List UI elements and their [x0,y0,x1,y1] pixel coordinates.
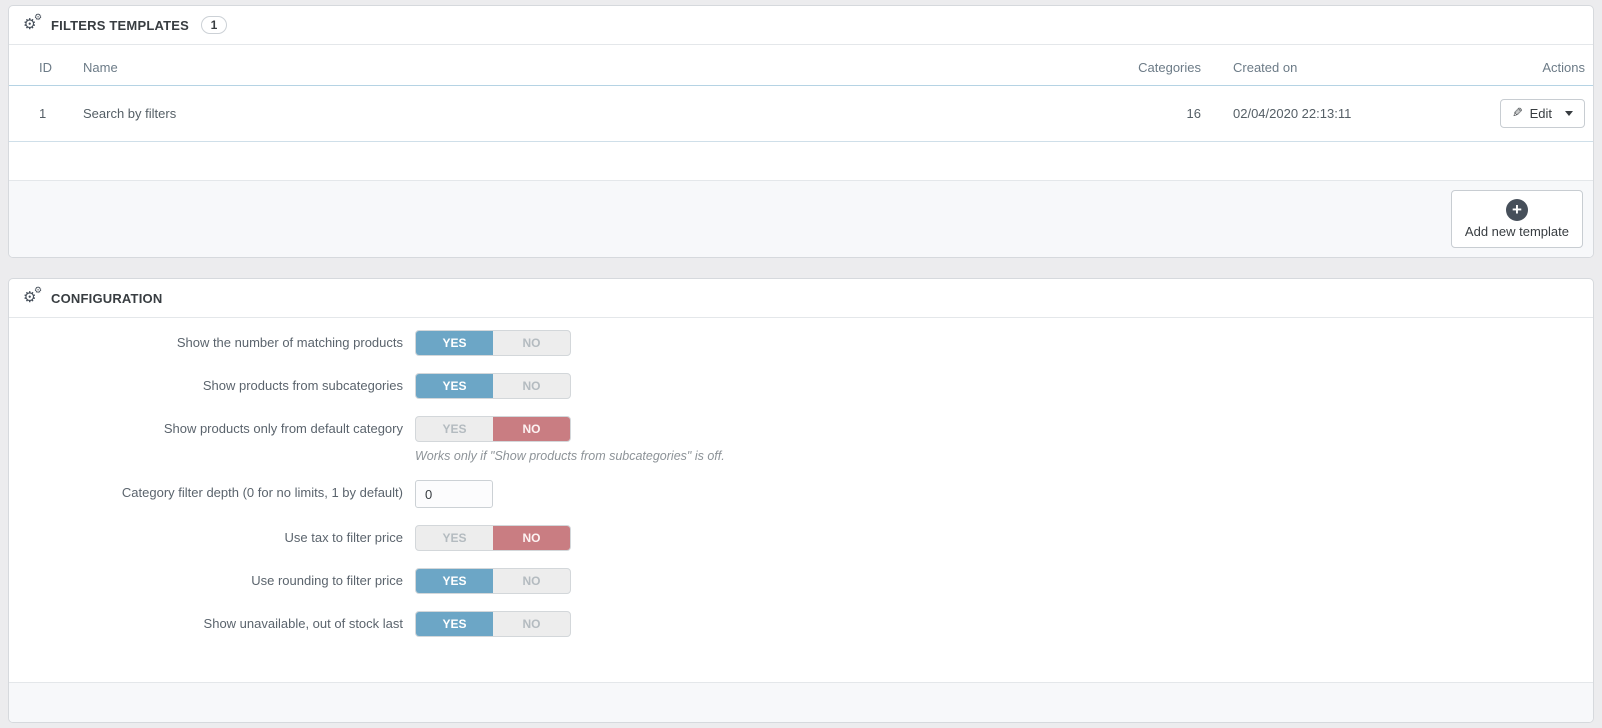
form-row: Show products from subcategories YES NO [23,373,1579,399]
form-row: Category filter depth (0 for no limits, … [23,480,1579,508]
yes-option[interactable]: YES [442,422,467,436]
caret-down-icon[interactable] [1565,111,1573,116]
toggle-show-unavailable-out-of-stock-last[interactable]: YES NO [415,611,571,637]
field-label: Use tax to filter price [284,530,404,545]
field-label: Show the number of matching products [176,335,403,350]
form-row: Use tax to filter price YES NO [23,525,1579,551]
configuration-panel: ⚙ ⚙ CONFIGURATION Show the number of matc… [8,278,1594,723]
cogs-icon: ⚙ ⚙ [23,286,43,306]
no-option[interactable]: NO [522,617,541,631]
form-row: Show unavailable, out of stock last YES … [23,611,1579,637]
filters-templates-panel: ⚙ ⚙ FILTERS TEMPLATES 1 ID Name Categorie… [8,5,1594,258]
templates-count-badge: 1 [200,16,227,34]
template-id-cell: 1 [9,85,73,142]
template-created-on-cell: 02/04/2020 22:13:11 [1223,85,1458,142]
yes-option[interactable]: YES [416,612,493,636]
field-label: Use rounding to filter price [251,573,403,588]
field-help-text: Works only if "Show products from subcat… [415,449,725,463]
category-filter-depth-input[interactable] [415,480,493,508]
no-option[interactable]: NO [522,379,541,393]
plus-circle-icon: + [1505,199,1528,221]
field-label: Show unavailable, out of stock last [203,616,403,631]
table-header-row: ID Name Categories Created on Actions [9,45,1593,86]
template-name-cell: Search by filters [73,85,1128,142]
edit-button[interactable]: ✎ Edit [1499,99,1585,128]
add-new-template-label: Add new template [1464,224,1569,239]
filters-templates-header: ⚙ ⚙ FILTERS TEMPLATES 1 [9,6,1593,45]
configuration-header: ⚙ ⚙ CONFIGURATION [9,279,1593,318]
no-option[interactable]: NO [522,574,541,588]
no-option[interactable]: NO [493,417,570,441]
edit-button-label: Edit [1529,106,1552,121]
field-label: Show products from subcategories [202,378,403,393]
configuration-panel-footer [9,682,1593,722]
column-header-categories: Categories [1128,45,1223,86]
toggle-use-rounding-to-filter-price[interactable]: YES NO [415,568,571,594]
form-row: Show the number of matching products YES… [23,330,1579,356]
yes-option[interactable]: YES [416,331,493,355]
panel-body-spacer [9,142,1593,180]
panel-title: CONFIGURATION [51,290,163,306]
yes-option[interactable]: YES [416,374,493,398]
template-categories-cell: 16 [1128,85,1223,142]
toggle-show-products-only-default-category[interactable]: YES NO [415,416,571,442]
toggle-show-products-from-subcategories[interactable]: YES NO [415,373,571,399]
toggle-use-tax-to-filter-price[interactable]: YES NO [415,525,571,551]
column-header-name: Name [73,45,1128,86]
field-label: Category filter depth (0 for no limits, … [121,485,403,500]
column-header-created-on: Created on [1223,45,1458,86]
column-header-id: ID [9,45,73,86]
column-header-actions: Actions [1458,45,1593,86]
yes-option[interactable]: YES [416,569,493,593]
templates-panel-footer: + Add new template [9,180,1593,257]
configuration-form: Show the number of matching products YES… [9,318,1593,682]
table-row: 1 Search by filters 16 02/04/2020 22:13:… [9,85,1593,142]
form-row: Show products only from default category… [23,416,1579,463]
panel-title: FILTERS TEMPLATES [51,17,189,33]
field-label: Show products only from default category [163,421,403,436]
add-new-template-button[interactable]: + Add new template [1450,190,1583,248]
no-option[interactable]: NO [522,336,541,350]
yes-option[interactable]: YES [442,531,467,545]
form-row: Use rounding to filter price YES NO [23,568,1579,594]
toggle-show-number-matching-products[interactable]: YES NO [415,330,571,356]
edit-pencil-icon: ✎ [1511,106,1523,121]
templates-table: ID Name Categories Created on Actions 1 … [9,45,1593,142]
cogs-icon: ⚙ ⚙ [23,13,43,33]
no-option[interactable]: NO [493,526,570,550]
